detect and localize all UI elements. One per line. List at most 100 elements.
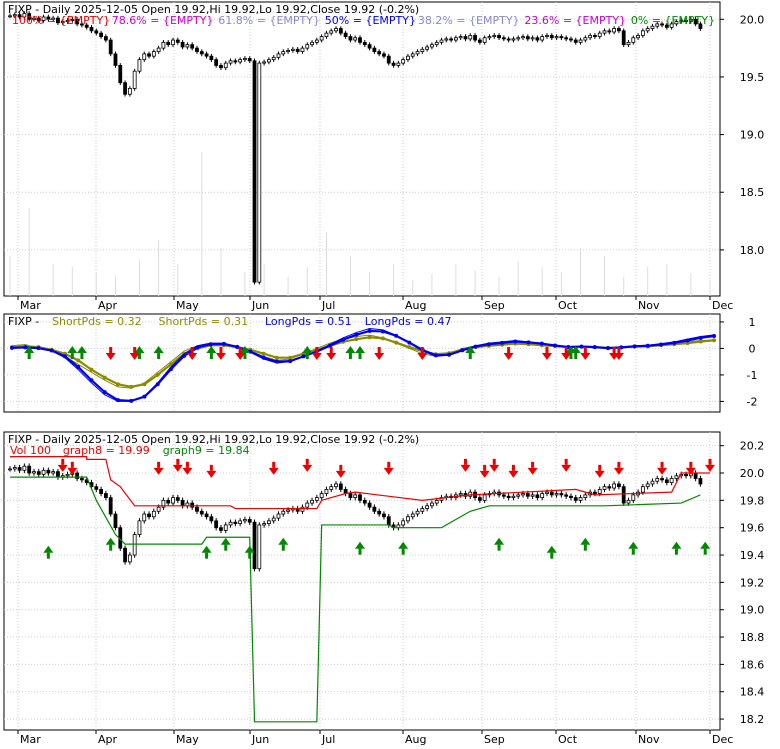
price-candle-body	[684, 20, 688, 23]
vol-candle-body	[329, 486, 334, 490]
vol-sell-arrow-head	[153, 467, 164, 475]
vol-panel-xtick-label: May	[176, 733, 199, 745]
vol-sell-arrow	[479, 464, 490, 478]
vol-candle-body	[314, 497, 319, 501]
graph9-line	[10, 476, 701, 723]
price-candle-body	[664, 24, 669, 28]
vol-candle-body	[247, 519, 252, 523]
price-candle-body	[511, 38, 516, 41]
pds-panel-ytick-label: -1	[747, 369, 758, 382]
pds-buy-arrow-shaft	[468, 353, 472, 359]
price-candle-body	[501, 37, 506, 40]
pds-sell-arrow	[187, 347, 198, 360]
price-candle-body	[406, 55, 410, 61]
price-panel-ytick-label: 19.5	[740, 71, 765, 84]
price-candle-body	[113, 53, 118, 66]
price-candle-body	[257, 62, 262, 283]
vol-candle-body	[243, 519, 247, 522]
pds-panel-ytick-label: 0	[749, 342, 756, 355]
pds-sell-arrow-shaft	[507, 347, 511, 353]
vol-candle-body	[640, 486, 645, 493]
fib-legend-5: 23.6% = {EMPTY}	[524, 14, 626, 27]
pds-series-3-point	[433, 353, 438, 358]
pds-sell-arrow	[326, 347, 337, 360]
price-candle-body	[631, 37, 636, 43]
vol-candle-body	[477, 497, 482, 501]
pds-series-3-point	[327, 343, 332, 348]
vol-sell-arrow-shaft	[708, 458, 712, 465]
pds-buy-arrow-shaft	[80, 353, 84, 359]
vol-candle-body	[209, 516, 214, 522]
vol-sell-arrow	[613, 461, 624, 475]
vol-panel-ytick-label: 19.4	[740, 549, 765, 562]
pds-sell-arrow-shaft	[329, 347, 333, 353]
price-candle-body	[386, 55, 391, 64]
price-candle-body	[698, 23, 703, 29]
fib-legend-2: 61.8% = {EMPTY}	[218, 14, 320, 27]
vol-panel-xtick-label: Mar	[20, 733, 41, 745]
pds-legend-2: LongPds = 0.51	[265, 315, 352, 328]
vol-candle-body	[468, 491, 473, 497]
vol-candle-body	[22, 465, 27, 471]
price-candle-body	[554, 36, 559, 39]
vol-buy-arrow-shaft	[401, 548, 405, 555]
price-panel-xtick-label: Jun	[251, 299, 269, 312]
price-candle-body	[286, 50, 290, 52]
price-candle-body	[578, 39, 583, 43]
vol-sell-arrow-head	[335, 470, 346, 478]
vol-candle-body	[276, 513, 281, 519]
price-candle-body	[521, 36, 525, 39]
price-candle-body	[583, 37, 588, 41]
pds-series-3-point	[380, 329, 385, 334]
pds-sell-arrow-head	[580, 353, 591, 360]
pds-series-3-point	[685, 338, 690, 343]
price-candle-body	[612, 28, 617, 33]
price-candle-body	[645, 28, 650, 32]
vol-buy-arrow	[278, 537, 289, 551]
vol-buy-arrow-shaft	[674, 548, 678, 555]
pds-buy-arrow-shaft	[243, 353, 247, 359]
vol-sell-arrow-shaft	[61, 458, 65, 465]
vol-candle-body	[36, 471, 41, 475]
price-candle-body	[382, 53, 386, 57]
price-candle-body	[27, 13, 32, 20]
pds-buy-arrow-head	[24, 346, 35, 353]
vol-candle-body	[655, 478, 660, 482]
vol-candle-body	[698, 478, 703, 485]
price-candle-body	[80, 23, 84, 26]
price-candle-body	[190, 44, 195, 49]
vol-candle-body	[108, 497, 113, 515]
price-candle-body	[362, 41, 367, 46]
pds-legend-1: ShortPds = 0.31	[159, 315, 249, 328]
price-candle-body	[377, 51, 382, 55]
vol-sell-arrow-shaft	[492, 458, 496, 465]
pds-series-3-point	[23, 345, 28, 350]
price-panel-xtick-label: May	[176, 299, 199, 312]
vol-sell-arrow-head	[561, 464, 572, 472]
vol-candle-body	[161, 499, 166, 508]
price-candle-body	[252, 60, 257, 283]
price-candle-body	[497, 35, 501, 39]
vol-candle-body	[12, 467, 17, 470]
vol-candle-body	[530, 494, 535, 497]
vol-panel-ytick-label: 20.0	[740, 467, 765, 480]
vol-candle-body	[147, 513, 151, 518]
pds-series-3-point	[49, 348, 54, 353]
vol-sell-arrow-shaft	[176, 458, 180, 465]
price-candle-body	[94, 30, 99, 34]
price-candle-body	[147, 53, 151, 57]
vol-candle-body	[75, 472, 80, 479]
pds-buy-arrow-shaft	[209, 353, 213, 359]
price-candle-body	[338, 28, 343, 34]
pds-series-1-point	[407, 345, 412, 350]
vol-sell-arrow-head	[268, 467, 279, 475]
vol-buy-arrow-head	[220, 537, 231, 545]
pds-buy-arrow	[206, 346, 217, 359]
vol-candle-body	[190, 502, 195, 508]
pds-buy-arrow-head	[153, 346, 164, 353]
vol-sell-arrow-shaft	[157, 461, 161, 468]
pds-series-3-point	[367, 328, 372, 333]
pds-series-1-point	[76, 358, 81, 363]
price-candle-body	[281, 51, 286, 55]
pds-buy-arrow	[355, 346, 365, 359]
